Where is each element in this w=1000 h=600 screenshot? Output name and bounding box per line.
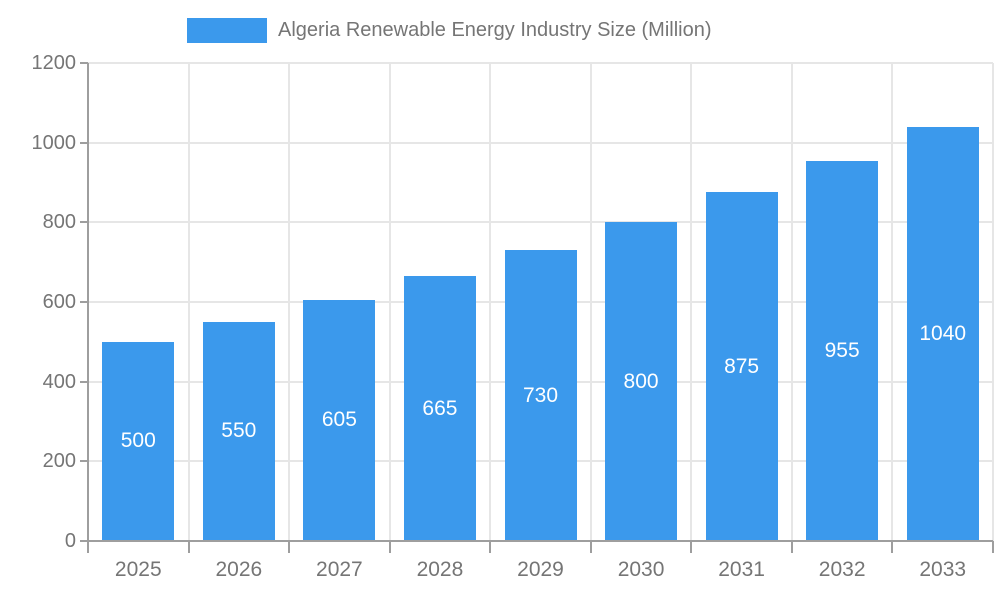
- x-tick-5: [589, 541, 592, 553]
- bar-2033[interactable]: 1040: [906, 126, 979, 541]
- gridline-v-7: [790, 63, 793, 541]
- bar-value-2031: 875: [724, 354, 760, 378]
- x-axis-label-2028: 2028: [416, 558, 464, 581]
- bar-2027[interactable]: 605: [303, 300, 376, 541]
- bar-value-2027: 605: [321, 408, 357, 432]
- legend-label: Algeria Renewable Energy Industry Size (…: [278, 19, 712, 41]
- y-axis-label-400: 400: [42, 370, 76, 393]
- bar-value-2030: 800: [623, 369, 659, 393]
- gridline-v-3: [388, 63, 391, 541]
- x-axis-label-2031: 2031: [718, 558, 765, 581]
- bar-value-2028: 665: [422, 396, 458, 420]
- gridline-h-800: [88, 221, 993, 224]
- x-tick-2: [288, 541, 291, 553]
- y-axis-label-600: 600: [42, 291, 76, 313]
- x-axis-label-2029: 2029: [517, 558, 564, 581]
- y-tick-800: [80, 221, 88, 224]
- bar-2031[interactable]: 875: [705, 192, 778, 541]
- bar-2029[interactable]: 730: [504, 250, 577, 541]
- x-axis-label-2025: 2025: [114, 558, 162, 581]
- x-axis-label-2026: 2026: [215, 558, 263, 581]
- bar-2032[interactable]: 955: [806, 160, 879, 541]
- y-axis-label-0: 0: [64, 530, 76, 552]
- gridline-v-5: [589, 63, 592, 541]
- x-axis-line: [80, 540, 993, 542]
- x-tick-6: [690, 541, 693, 553]
- y-tick-200: [80, 460, 88, 463]
- x-axis-label-2033: 2033: [919, 558, 967, 581]
- y-axis-label-1000: 1000: [31, 131, 77, 154]
- y-axis-line: [87, 63, 89, 541]
- x-axis-label-2032: 2032: [818, 558, 866, 581]
- y-tick-400: [80, 380, 88, 383]
- gridline-v-4: [489, 63, 492, 541]
- x-tick-8: [891, 541, 894, 553]
- x-tick-7: [790, 541, 793, 553]
- gridline-v-9: [992, 63, 994, 541]
- legend-swatch: [187, 18, 267, 43]
- gridline-v-2: [288, 63, 291, 541]
- x-axis-label-2027: 2027: [316, 558, 363, 581]
- bar-value-2032: 955: [824, 338, 860, 362]
- y-axis-label-1200: 1200: [31, 52, 77, 74]
- bar-value-2033: 1040: [919, 321, 967, 345]
- x-tick-1: [187, 541, 190, 553]
- gridline-v-8: [891, 63, 894, 541]
- chart-legend: Algeria Renewable Energy Industry Size (…: [187, 18, 712, 43]
- y-tick-1000: [80, 141, 88, 144]
- x-tick-0: [87, 541, 89, 553]
- bar-value-2026: 550: [221, 419, 257, 443]
- bar-value-2025: 500: [120, 429, 156, 453]
- x-tick-4: [489, 541, 492, 553]
- x-axis-label-2030: 2030: [617, 558, 665, 581]
- gridline-v-1: [187, 63, 190, 541]
- gridline-h-1200: [88, 62, 993, 64]
- bar-2030[interactable]: 800: [605, 222, 678, 541]
- gridline-v-6: [690, 63, 693, 541]
- y-axis-label-800: 800: [42, 211, 76, 234]
- x-tick-3: [388, 541, 391, 553]
- bar-2028[interactable]: 665: [403, 276, 476, 541]
- x-tick-9: [992, 541, 994, 553]
- y-tick-600: [80, 301, 88, 303]
- bar-value-2029: 730: [522, 383, 559, 407]
- bar-2025[interactable]: 500: [102, 341, 175, 541]
- gridline-h-1000: [88, 141, 993, 144]
- y-axis-label-200: 200: [42, 450, 76, 473]
- bar-2026[interactable]: 550: [202, 321, 275, 541]
- y-tick-1200: [80, 62, 88, 64]
